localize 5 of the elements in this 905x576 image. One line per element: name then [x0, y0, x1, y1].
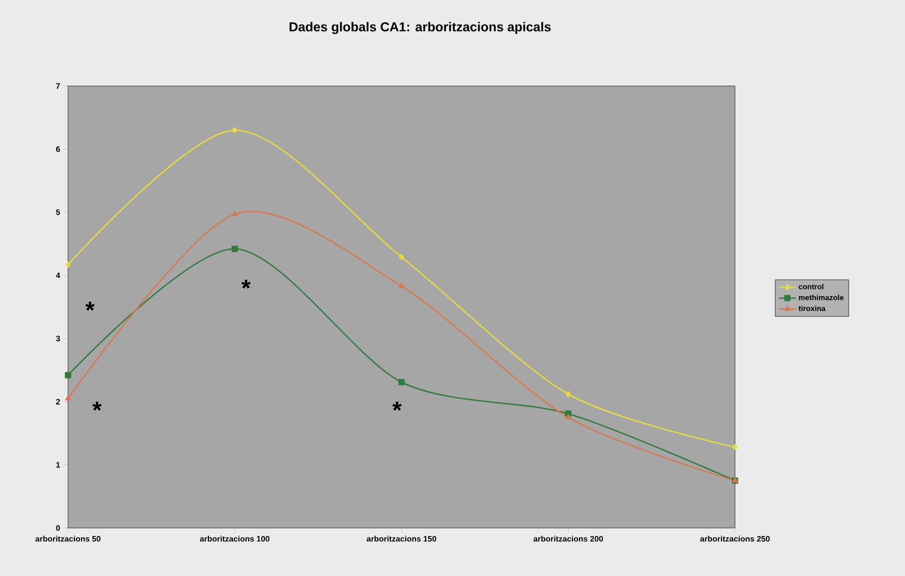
annotation: * [241, 280, 251, 289]
annotation: * [92, 402, 102, 411]
chart-title: Dades globals CA1: arboritzacions apicals [290, 22, 551, 34]
annotation: * [392, 402, 402, 411]
annotation: * [85, 302, 95, 311]
